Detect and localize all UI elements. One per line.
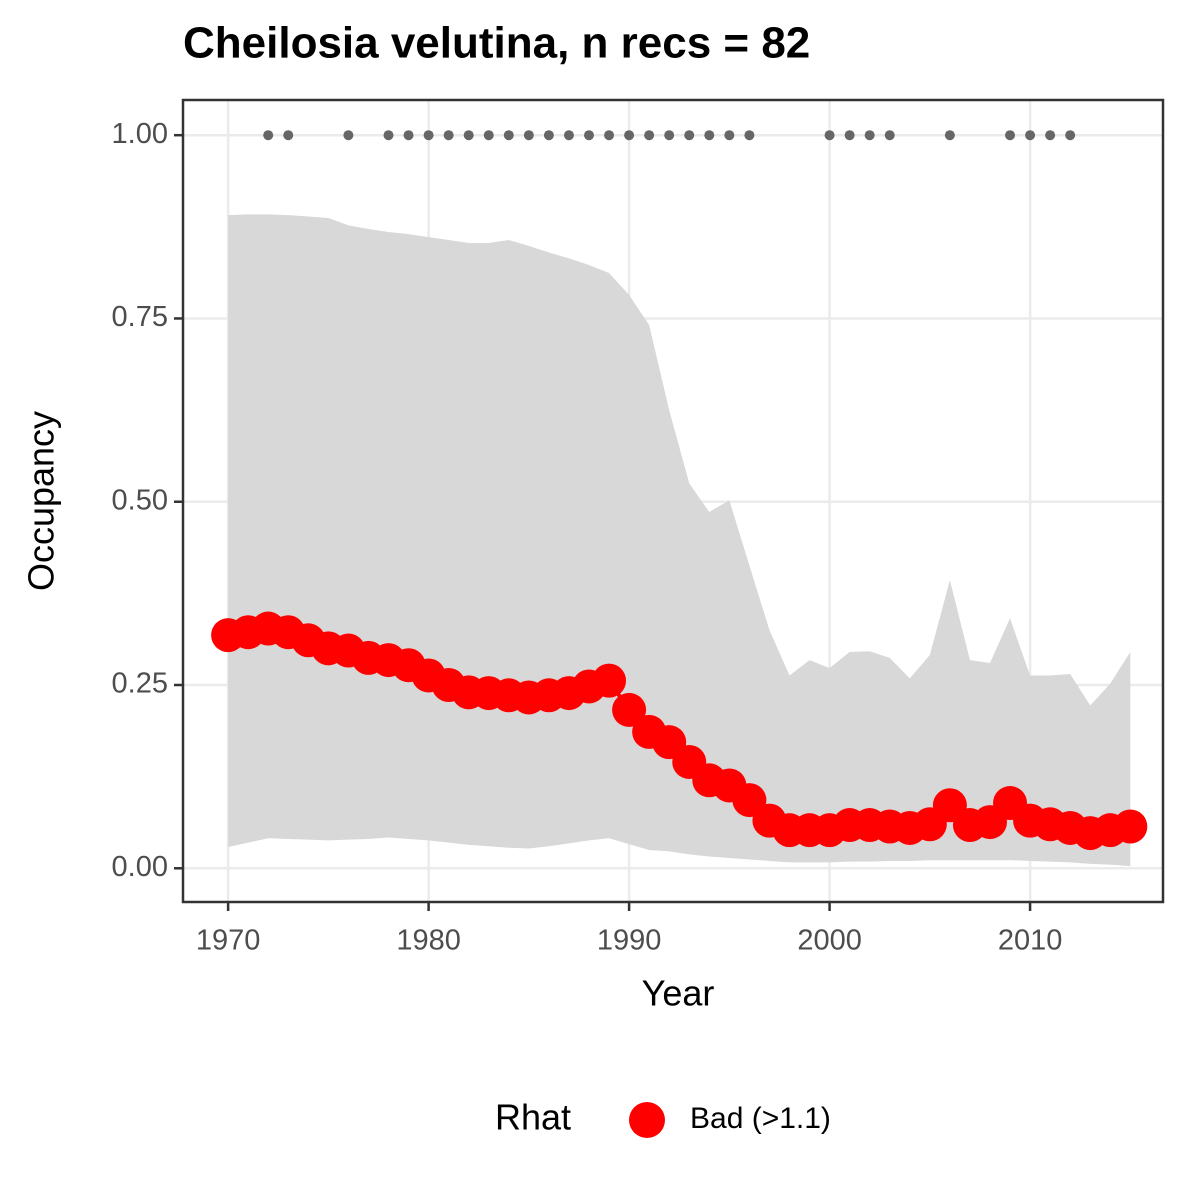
- record-dot: [744, 130, 755, 141]
- record-dot: [704, 130, 715, 141]
- x-tick-label: 2000: [797, 925, 862, 957]
- record-dot: [644, 130, 655, 141]
- record-dot: [844, 130, 855, 141]
- x-tick-label: 1980: [396, 925, 461, 957]
- x-axis-title: Year: [642, 973, 715, 1014]
- record-dot: [1025, 130, 1036, 141]
- record-dot: [824, 130, 835, 141]
- record-dot: [604, 130, 615, 141]
- record-dot: [523, 130, 534, 141]
- series-point: [592, 663, 627, 698]
- legend-marker: [629, 1102, 665, 1138]
- y-tick-label: 1.00: [112, 118, 168, 150]
- x-tick-label: 2010: [998, 925, 1063, 957]
- y-axis-title: Occupancy: [21, 411, 62, 591]
- confidence-ribbon: [228, 214, 1131, 867]
- record-dot: [563, 130, 574, 141]
- record-dot: [543, 130, 554, 141]
- y-tick-label: 0.00: [112, 851, 168, 883]
- record-dot: [463, 130, 474, 141]
- record-dot: [684, 130, 695, 141]
- chart-title: Cheilosia velutina, n recs = 82: [183, 19, 810, 68]
- record-dot: [503, 130, 514, 141]
- record-dot: [884, 130, 895, 141]
- record-dot: [724, 130, 735, 141]
- record-dot: [383, 130, 394, 141]
- legend-label: Bad (>1.1): [690, 1102, 831, 1135]
- record-dot: [624, 130, 635, 141]
- record-dot: [423, 130, 434, 141]
- record-dot: [343, 130, 354, 141]
- series-point: [1113, 809, 1148, 844]
- y-tick-label: 0.75: [112, 301, 168, 333]
- record-dot: [283, 130, 294, 141]
- x-tick-label: 1990: [597, 925, 662, 957]
- record-dot: [443, 130, 454, 141]
- record-dot: [944, 130, 955, 141]
- record-dot: [864, 130, 875, 141]
- legend-title: Rhat: [495, 1097, 571, 1138]
- record-dot: [583, 130, 594, 141]
- record-dot: [1065, 130, 1076, 141]
- record-dot: [403, 130, 414, 141]
- series-point: [612, 692, 647, 727]
- record-dot: [1005, 130, 1016, 141]
- y-tick-label: 0.25: [112, 668, 168, 700]
- x-tick-label: 1970: [196, 925, 261, 957]
- record-dot: [1045, 130, 1056, 141]
- record-dot: [483, 130, 494, 141]
- record-dot: [664, 130, 675, 141]
- y-tick-label: 0.50: [112, 484, 168, 516]
- record-dot: [263, 130, 274, 141]
